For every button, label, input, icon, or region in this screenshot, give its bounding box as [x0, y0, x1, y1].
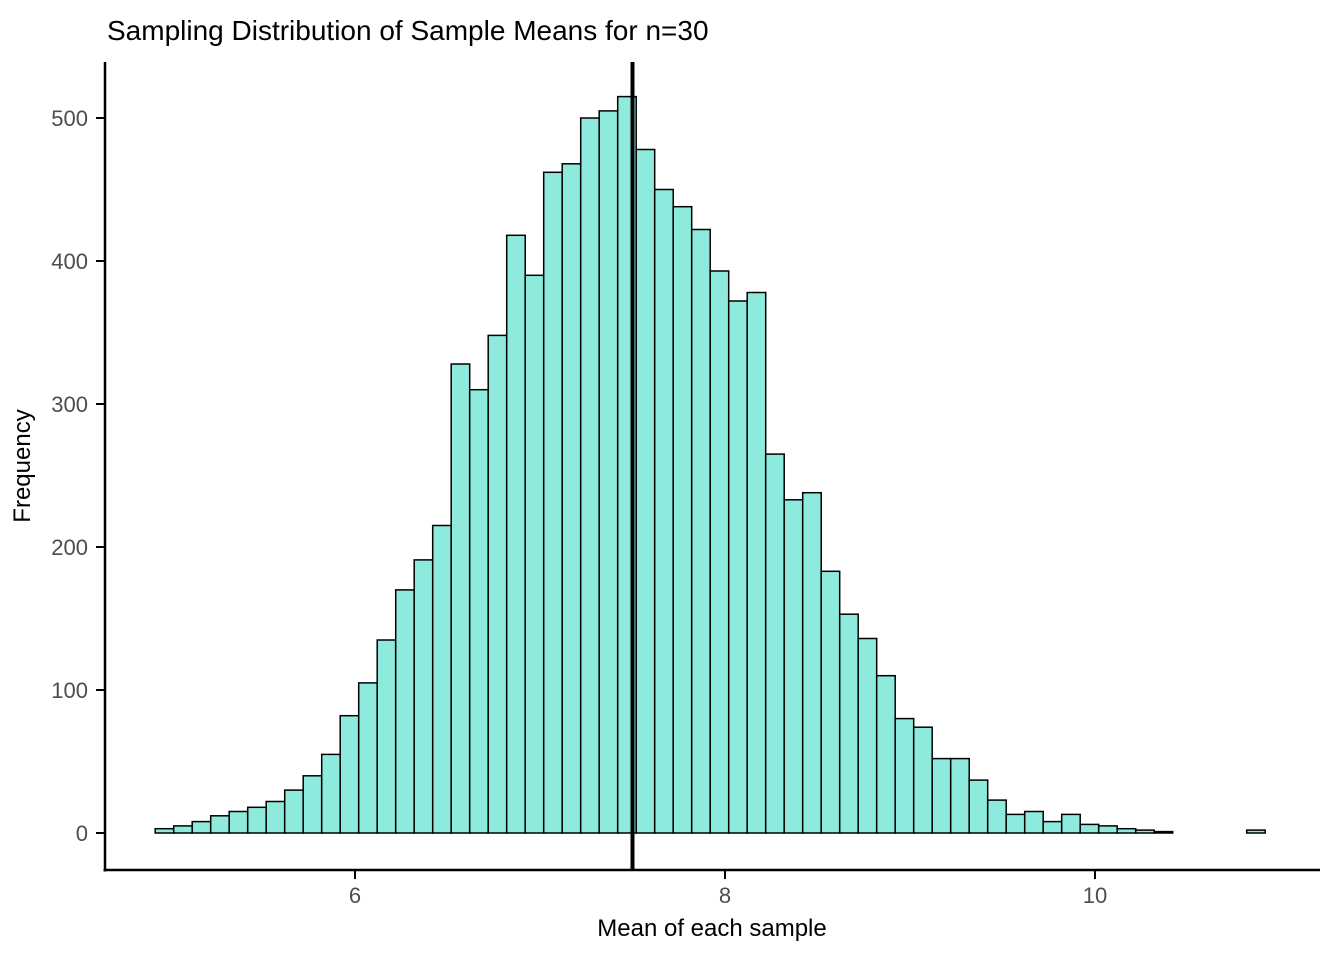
histogram-bar	[1005, 813, 1026, 834]
histogram-bar	[468, 388, 489, 834]
histogram-bar	[191, 820, 212, 834]
histogram-bar	[542, 171, 563, 834]
histogram-bar	[450, 363, 471, 834]
histogram-bar	[1023, 810, 1044, 834]
histogram-bar	[838, 613, 859, 834]
histogram-bar	[505, 234, 526, 834]
x-tick-label: 6	[349, 883, 361, 908]
histogram-bar	[598, 110, 619, 834]
histogram-bar	[783, 499, 804, 834]
y-tick-label: 500	[51, 106, 88, 131]
x-tick-label: 10	[1083, 883, 1107, 908]
histogram-bar	[487, 334, 508, 834]
histogram-bars-group	[154, 95, 1266, 834]
histogram-bar	[1042, 820, 1063, 834]
histogram-bar	[524, 274, 545, 834]
histogram-bar	[727, 300, 748, 834]
histogram-bar	[912, 726, 933, 834]
chart-title: Sampling Distribution of Sample Means fo…	[107, 15, 709, 46]
histogram-bar	[209, 815, 230, 834]
y-tick-label: 100	[51, 678, 88, 703]
histogram-bar	[376, 639, 397, 834]
histogram-bar	[1116, 827, 1137, 834]
x-axis-title: Mean of each sample	[597, 915, 826, 942]
histogram-bar	[561, 163, 582, 834]
histogram-bar	[394, 589, 415, 834]
histogram-bar	[320, 753, 341, 834]
histogram-bar	[635, 148, 656, 834]
histogram-bar	[431, 524, 452, 834]
histogram-bar	[672, 205, 693, 834]
histogram-bar	[413, 559, 434, 834]
x-tick-label: 8	[719, 883, 731, 908]
histogram-bar	[894, 717, 915, 834]
histogram-bar	[968, 779, 989, 834]
histogram-bar	[931, 757, 952, 834]
histogram-bar	[820, 570, 841, 834]
histogram-bar	[172, 825, 193, 834]
histogram-bar	[1134, 829, 1155, 834]
histogram-bar	[690, 228, 711, 834]
histogram-bar	[857, 637, 878, 834]
histogram-bar	[1097, 825, 1118, 834]
y-tick-label: 300	[51, 392, 88, 417]
histogram-bar	[228, 810, 249, 834]
histogram-bar	[801, 491, 822, 834]
histogram-bar	[302, 775, 323, 834]
histogram-bar	[154, 827, 175, 834]
histogram-bar	[283, 789, 304, 834]
histogram-bar	[1079, 823, 1100, 834]
histogram-bar	[1153, 830, 1174, 834]
histogram-bar	[265, 800, 286, 834]
histogram-bar	[949, 757, 970, 834]
histogram-bar	[746, 291, 767, 834]
histogram-bar	[1060, 813, 1081, 834]
y-tick-label: 200	[51, 535, 88, 560]
histogram-bar	[875, 674, 896, 834]
histogram-bar	[986, 799, 1007, 834]
histogram-bar	[246, 806, 267, 834]
histogram-bar	[653, 188, 674, 834]
histogram-bar	[579, 117, 600, 834]
y-tick-label: 0	[76, 821, 88, 846]
y-tick-label: 400	[51, 249, 88, 274]
histogram-bar	[709, 270, 730, 834]
histogram-bar	[339, 714, 360, 834]
histogram-bar	[357, 682, 378, 834]
histogram-bar	[1245, 829, 1266, 834]
histogram-bar	[764, 453, 785, 834]
y-axis-title: Frequency	[9, 409, 36, 522]
